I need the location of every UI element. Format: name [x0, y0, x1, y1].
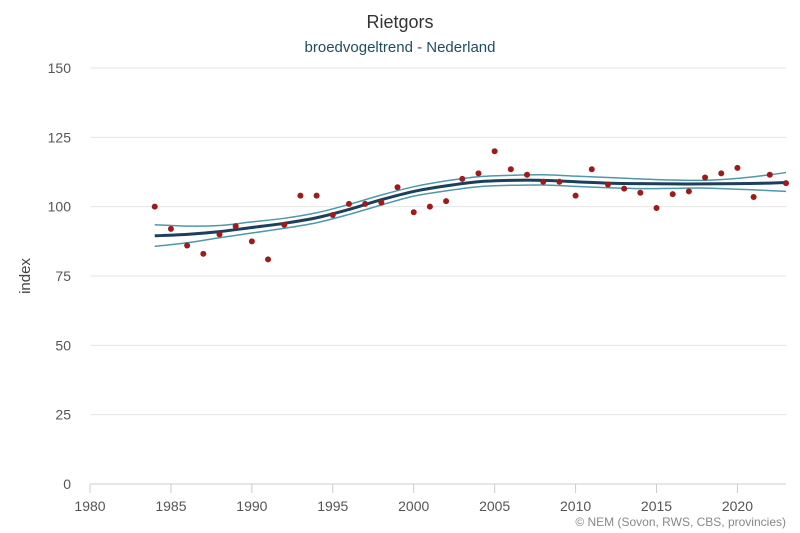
index-point-2011[interactable] [588, 166, 595, 173]
grid-lines [90, 67, 786, 416]
x-tick-label: 1980 [74, 498, 105, 514]
x-tick-label: 1990 [236, 498, 267, 514]
index-point-1997[interactable] [362, 200, 369, 207]
ci-upper-line [154, 171, 787, 227]
index-point-2006[interactable] [507, 166, 514, 173]
index-point-1994[interactable] [313, 192, 320, 199]
index-point-2018[interactable] [702, 174, 709, 181]
index-point-1999[interactable] [394, 184, 401, 191]
index-point-1998[interactable] [378, 199, 385, 206]
x-tick-label: 2000 [398, 498, 429, 514]
index-point-2017[interactable] [685, 188, 692, 195]
index-point-2016[interactable] [669, 191, 676, 198]
index-point-2023[interactable] [783, 180, 789, 187]
index-point-2020[interactable] [734, 164, 741, 171]
index-point-2013[interactable] [621, 185, 628, 192]
index-point-2021[interactable] [750, 193, 757, 200]
index-point-1984[interactable] [151, 203, 158, 210]
credits[interactable]: © NEM (Sovon, RWS, CBS, provincies) [575, 515, 786, 529]
index-point-1991[interactable] [265, 256, 272, 263]
y-tick-label: 0 [63, 476, 71, 492]
index-point-1986[interactable] [184, 242, 191, 249]
index-point-2002[interactable] [443, 198, 450, 205]
x-tick-label: 2020 [722, 498, 753, 514]
y-tick-label: 50 [55, 337, 71, 353]
chart-title: Rietgors [366, 12, 433, 32]
plot-area [151, 148, 789, 263]
x-tick-label: 1995 [317, 498, 348, 514]
index-point-2010[interactable] [572, 192, 579, 199]
y-tick-label: 150 [48, 60, 72, 76]
index-point-2019[interactable] [718, 170, 725, 177]
x-tick-label: 2010 [560, 498, 591, 514]
index-point-2003[interactable] [459, 175, 466, 182]
index-point-2012[interactable] [604, 181, 611, 188]
trend-line [154, 178, 787, 238]
x-tick-label: 2015 [641, 498, 672, 514]
index-point-1989[interactable] [232, 223, 239, 230]
index-point-2014[interactable] [637, 189, 644, 196]
index-point-2015[interactable] [653, 205, 660, 212]
index-point-1990[interactable] [248, 238, 255, 245]
index-point-1987[interactable] [200, 250, 207, 257]
x-tick-label: 2005 [479, 498, 510, 514]
index-point-2001[interactable] [426, 203, 433, 210]
y-tick-label: 100 [48, 199, 72, 215]
index-point-1996[interactable] [345, 200, 352, 207]
index-point-2022[interactable] [766, 171, 773, 178]
y-axis-title: index [17, 258, 34, 294]
index-point-1985[interactable] [167, 225, 174, 232]
index-point-2009[interactable] [556, 178, 563, 185]
index-point-1992[interactable] [281, 221, 288, 228]
x-tick-label: 1985 [155, 498, 186, 514]
y-tick-label: 25 [55, 407, 71, 423]
y-tick-label: 125 [48, 129, 72, 145]
index-point-1995[interactable] [329, 211, 336, 218]
index-point-2004[interactable] [475, 170, 482, 177]
y-axis: 0 25 50 75 100 125 150 [48, 60, 72, 492]
index-point-1988[interactable] [216, 231, 223, 238]
ci-lower-line [154, 184, 787, 248]
x-axis: 1980 1985 1990 1995 2000 2005 2010 2015 2020 [74, 483, 786, 514]
index-point-1993[interactable] [297, 192, 304, 199]
y-tick-label: 75 [55, 268, 71, 284]
index-point-2005[interactable] [491, 148, 498, 155]
index-point-2007[interactable] [524, 171, 531, 178]
index-point-2000[interactable] [410, 209, 417, 216]
index-point-2008[interactable] [540, 178, 547, 185]
chart-subtitle: broedvogeltrend - Nederland [305, 39, 496, 56]
